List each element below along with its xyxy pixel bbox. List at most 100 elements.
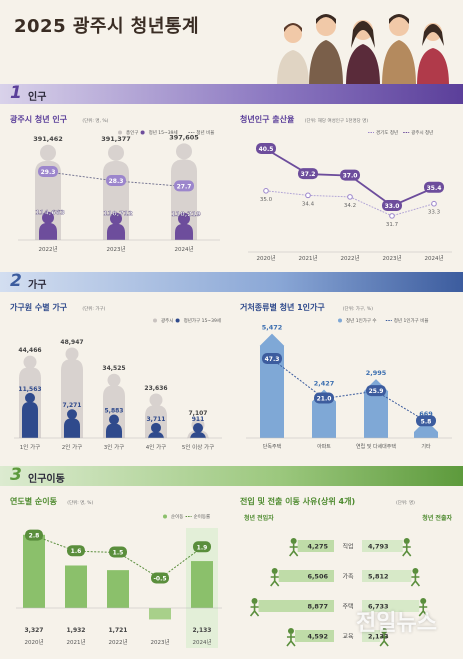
total-value-label: 44,466 bbox=[18, 347, 41, 354]
section-label: 인구 bbox=[28, 92, 47, 103]
inbound-bar bbox=[294, 630, 334, 642]
net-migration-bar bbox=[149, 608, 171, 620]
rate-line bbox=[33, 535, 203, 580]
youth-value-label: 3,711 bbox=[147, 416, 166, 423]
runner-icon bbox=[271, 568, 278, 574]
x-tick-label: 2023년 bbox=[382, 254, 401, 262]
total-bar-head bbox=[23, 355, 37, 369]
legend-label: 청년 1인가구 비율 bbox=[394, 317, 429, 324]
gwangju-value-label: 37.2 bbox=[301, 171, 316, 178]
youth-value-label: 911 bbox=[192, 416, 205, 423]
section-label: 인구이동 bbox=[28, 474, 65, 485]
chart-title: 거처종류별 청년 1인가구 bbox=[240, 302, 325, 312]
outbound-value-label: 2,133 bbox=[368, 633, 389, 641]
inbound-value-label: 4,592 bbox=[307, 633, 328, 641]
youth-bar bbox=[22, 401, 38, 438]
chart-title: 전입 및 전출 이동 사유(상위 4개) bbox=[240, 496, 355, 506]
gyeonggi-point bbox=[305, 192, 311, 199]
runner-icon bbox=[403, 538, 410, 544]
x-tick-label: 2024년 bbox=[192, 638, 211, 646]
reason-label: 가족 bbox=[342, 573, 354, 581]
gyeonggi-value-label: 31.7 bbox=[386, 222, 399, 228]
count-value-label: 2,995 bbox=[366, 369, 387, 377]
count-value-label: 2,427 bbox=[314, 380, 335, 388]
gwangju-value-label: 37.0 bbox=[343, 173, 358, 180]
ratio-badge bbox=[366, 385, 386, 397]
gyeonggi-point bbox=[431, 200, 437, 207]
outbound-value-label: 4,793 bbox=[368, 543, 389, 551]
chart-title: 청년인구 출산율 bbox=[240, 114, 295, 124]
runner-icon bbox=[420, 598, 427, 604]
legend-swatch bbox=[175, 318, 180, 323]
x-tick-label: 단독주택 bbox=[263, 443, 282, 450]
ratio-badge bbox=[262, 353, 282, 365]
youth-value-label: 114,663 bbox=[35, 209, 65, 217]
runner-icon bbox=[418, 604, 428, 617]
legend-swatch bbox=[163, 514, 167, 519]
runner-icon bbox=[287, 628, 294, 634]
legend-label: 청년가구 15~39세 bbox=[184, 317, 221, 324]
x-tick-label: 아파트 bbox=[317, 443, 331, 450]
runner-icon bbox=[381, 628, 388, 634]
gwangju-point bbox=[424, 181, 444, 193]
page-title: 2025 광주시 청년통계 bbox=[14, 16, 200, 37]
section-number: 2 bbox=[10, 271, 22, 291]
total-value-label: 34,525 bbox=[102, 365, 125, 372]
rate-badge bbox=[25, 529, 43, 541]
runner-icon bbox=[270, 574, 280, 587]
rate-badge bbox=[67, 545, 85, 557]
net-migration-value-label: 3,327 bbox=[25, 627, 44, 634]
person-5 bbox=[417, 23, 449, 86]
total-bar bbox=[103, 385, 125, 438]
x-tick-label: 3인 가구 bbox=[104, 443, 124, 451]
rate-badge bbox=[151, 572, 169, 584]
x-tick-label: 5인 이상 가구 bbox=[182, 443, 214, 451]
net-migration-bar bbox=[191, 561, 213, 608]
total-bar-head bbox=[107, 373, 121, 387]
youth-bar-head bbox=[42, 211, 54, 224]
x-tick-label: 1인 가구 bbox=[20, 443, 40, 451]
rate-value-label: 2.8 bbox=[29, 533, 40, 540]
net-migration-bar bbox=[65, 565, 87, 608]
total-bar-head bbox=[149, 393, 163, 407]
inbound-label: 청년 전입자 bbox=[244, 514, 274, 522]
youth-bar bbox=[106, 423, 122, 438]
total-bar-head bbox=[40, 144, 56, 161]
ratio-badge bbox=[38, 166, 58, 177]
net-migration-value-label: 1,932 bbox=[67, 627, 86, 634]
legend-label: 순이동률 bbox=[194, 513, 211, 520]
household-chart: 가구원 수별 가구 (단위: 가구) 광주시 청년가구 15~39세 44,466 11,… bbox=[10, 302, 222, 451]
person-3 bbox=[346, 20, 380, 86]
legend-swatch bbox=[338, 318, 342, 323]
total-value-label: 397,605 bbox=[169, 133, 199, 141]
chart-title: 가구원 수별 가구 bbox=[10, 302, 68, 312]
gwangju-value-label: 33.0 bbox=[385, 203, 400, 210]
ratio-badge bbox=[314, 392, 334, 404]
outbound-bar bbox=[362, 630, 381, 642]
reason-label: 직업 bbox=[342, 543, 353, 551]
gyeonggi-value-label: 35.0 bbox=[260, 197, 273, 203]
x-tick-label: 기타 bbox=[421, 443, 431, 450]
ratio-line bbox=[47, 171, 185, 187]
youth-value-label: 110,219 bbox=[171, 210, 201, 218]
rate-value-label: -0.5 bbox=[153, 576, 166, 583]
section-bar-migration: 3 인구이동 bbox=[0, 465, 463, 486]
youth-bar-head bbox=[193, 423, 203, 433]
total-bar-head bbox=[108, 144, 124, 161]
youth-value-label: 110,712 bbox=[103, 210, 133, 218]
net-migration-bar bbox=[107, 570, 129, 608]
runner-icon bbox=[289, 544, 299, 557]
section-bar-household: 2 가구 bbox=[0, 271, 463, 292]
ratio-badge bbox=[106, 175, 126, 186]
outbound-bar bbox=[362, 570, 412, 582]
outbound-bar bbox=[362, 540, 403, 552]
legend-label: 광주시 청년 bbox=[411, 129, 433, 136]
section-bar-population: 1 인구 bbox=[0, 83, 463, 104]
inbound-bar bbox=[278, 570, 334, 582]
gyeonggi-point bbox=[347, 194, 353, 200]
youth-bar-head bbox=[67, 409, 77, 420]
inbound-value-label: 4,275 bbox=[307, 543, 328, 551]
gyeonggi-point bbox=[389, 213, 395, 219]
section-label: 가구 bbox=[28, 280, 47, 291]
single-household-chart: 거처종류별 청년 1인가구 (단위: 가구, %) 청년 1인가구 수 청년 1인가구… bbox=[240, 302, 452, 450]
